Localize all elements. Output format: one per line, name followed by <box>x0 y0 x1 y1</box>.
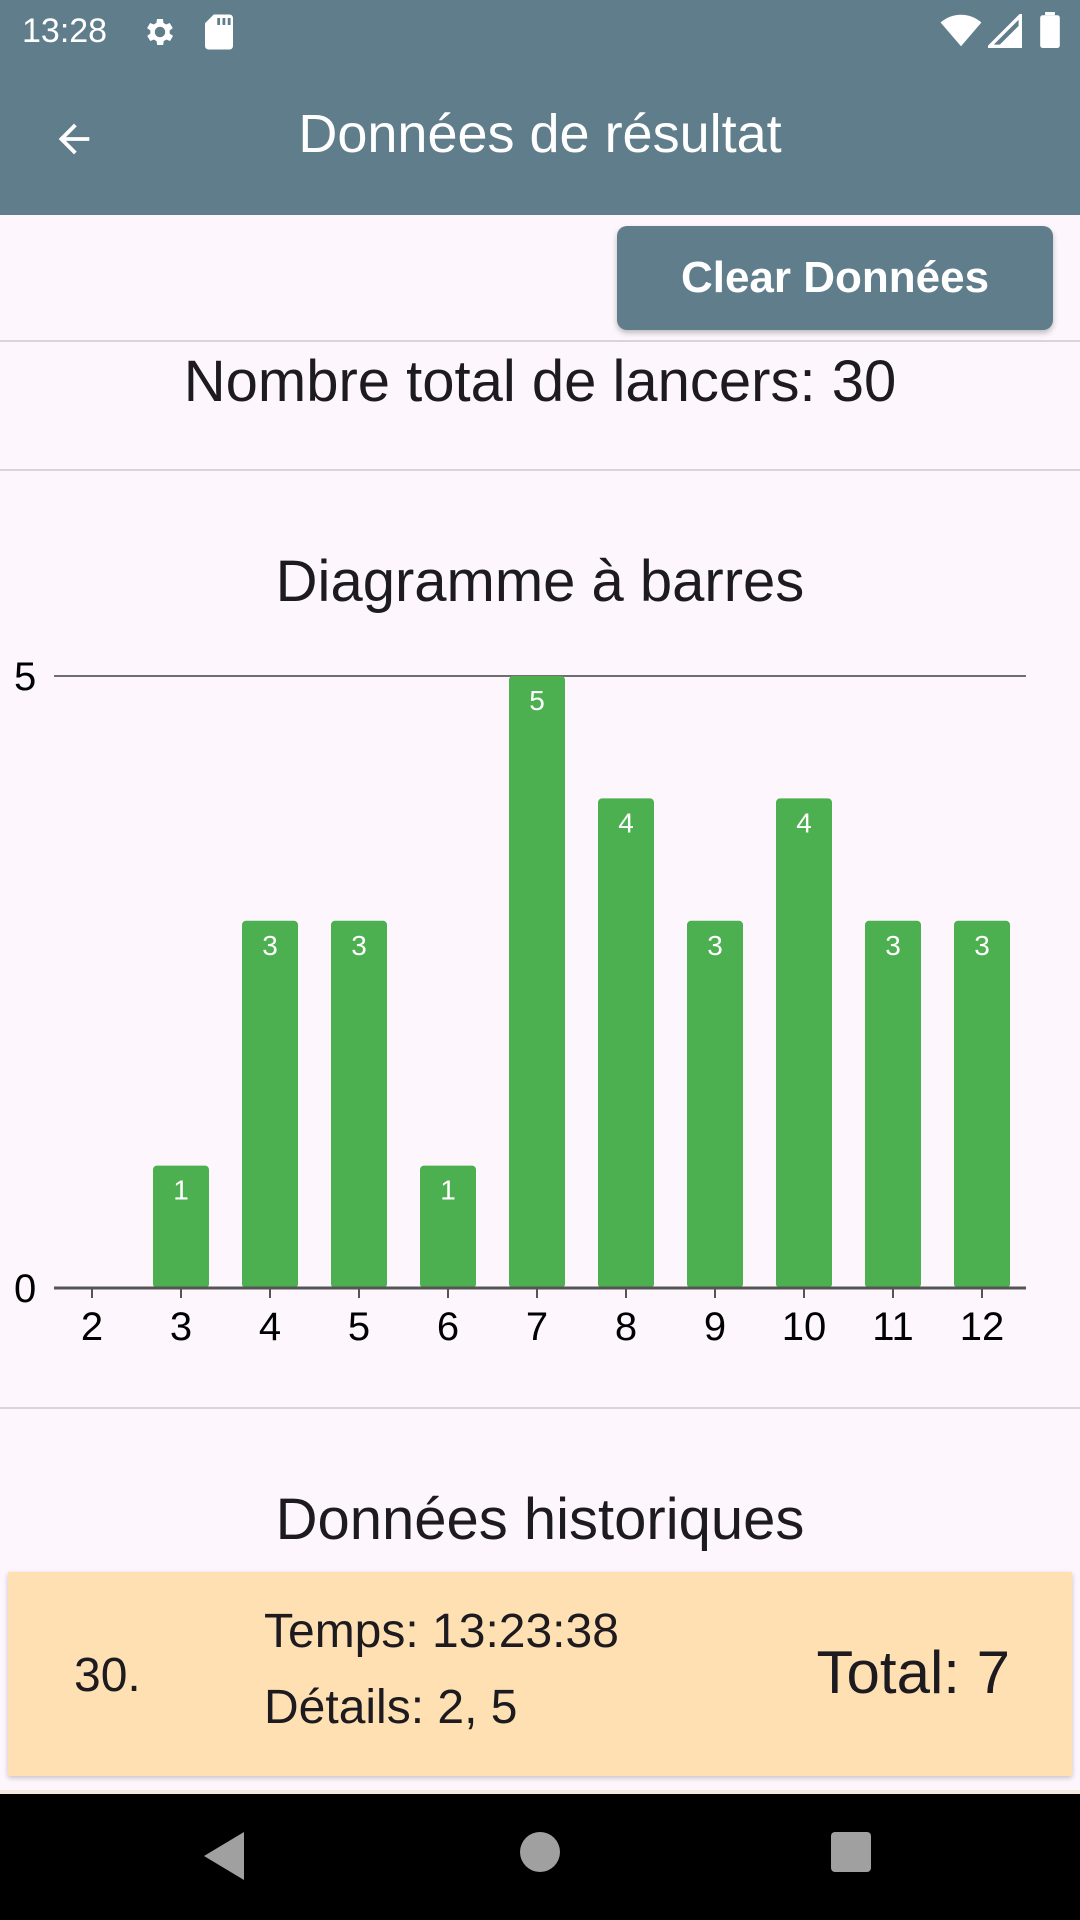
history-entry: 30. Temps: 13:23:38 Détails: 2, 5 Total:… <box>8 1572 1072 1776</box>
total-throws-label: Nombre total de lancers: 30 <box>183 349 897 414</box>
bar-value-label: 4 <box>796 807 812 838</box>
sd-card-icon <box>205 14 233 50</box>
bar <box>687 920 743 1288</box>
bar-value-label: 1 <box>173 1175 189 1206</box>
bar <box>954 920 1010 1288</box>
clear-data-button[interactable]: Clear Données <box>617 226 1053 330</box>
y-tick-label: 5 <box>14 655 36 699</box>
settings-gear-icon <box>147 18 174 46</box>
history-title: Données historiques <box>275 1487 805 1552</box>
bar <box>242 920 298 1288</box>
x-tick-label: 6 <box>437 1305 459 1349</box>
back-button[interactable] <box>36 101 112 177</box>
x-tick-label: 11 <box>872 1305 914 1349</box>
page-title: Données de résultat <box>298 104 782 164</box>
bar <box>598 798 654 1288</box>
x-tick-label: 8 <box>615 1305 637 1349</box>
x-tick-label: 5 <box>348 1305 370 1349</box>
x-tick-label: 10 <box>782 1305 827 1349</box>
divider <box>0 1790 1080 1794</box>
wifi-icon <box>940 14 982 47</box>
x-tick-label: 4 <box>259 1305 281 1349</box>
chart-title: Diagramme à barres <box>275 549 805 614</box>
bar-value-label: 4 <box>618 807 634 838</box>
bar-value-label: 5 <box>529 685 545 716</box>
bar <box>509 676 565 1288</box>
bar <box>865 920 921 1288</box>
bar <box>420 1165 476 1288</box>
nav-home-circle-icon[interactable] <box>520 1832 560 1872</box>
bar-value-label: 3 <box>885 930 901 961</box>
bar-value-label: 3 <box>262 930 278 961</box>
divider <box>0 1407 1080 1409</box>
x-tick-label: 2 <box>81 1305 103 1349</box>
bar-value-label: 3 <box>974 930 990 961</box>
bar <box>331 920 387 1288</box>
x-tick-label: 7 <box>526 1305 548 1349</box>
divider <box>0 469 1080 471</box>
status-bar: 13:28 <box>0 0 1080 63</box>
history-entry-time: Temps: 13:23:38 <box>264 1605 619 1658</box>
bar-chart: 0 5 2 1 3 3 4 3 5 1 6 5 7 4 8 3 9 4 10 3 11 3 12 <box>14 655 1026 1349</box>
x-tick-label: 12 <box>960 1305 1005 1349</box>
y-tick-label: 0 <box>14 1267 36 1311</box>
divider <box>0 340 1080 342</box>
cell-signal-icon <box>988 14 1022 48</box>
x-tick-label: 3 <box>170 1305 192 1349</box>
bar <box>776 798 832 1288</box>
battery-icon <box>1040 12 1060 48</box>
history-entry-index: 30. <box>74 1649 141 1702</box>
bar <box>153 1165 209 1288</box>
nav-recents-square-icon[interactable] <box>831 1832 871 1872</box>
system-nav-bar <box>0 1794 1080 1920</box>
bar-value-label: 3 <box>351 930 367 961</box>
bar-value-label: 3 <box>707 930 723 961</box>
x-tick-label: 9 <box>704 1305 726 1349</box>
arrow-back-icon <box>58 123 90 155</box>
nav-back-triangle-icon[interactable] <box>204 1832 244 1880</box>
status-time: 13:28 <box>22 12 108 50</box>
history-entry-total: Total: 7 <box>816 1639 1010 1706</box>
bar-value-label: 1 <box>440 1175 456 1206</box>
history-entry-details: Détails: 2, 5 <box>264 1681 518 1734</box>
app-bar: Données de résultat <box>0 63 1080 215</box>
